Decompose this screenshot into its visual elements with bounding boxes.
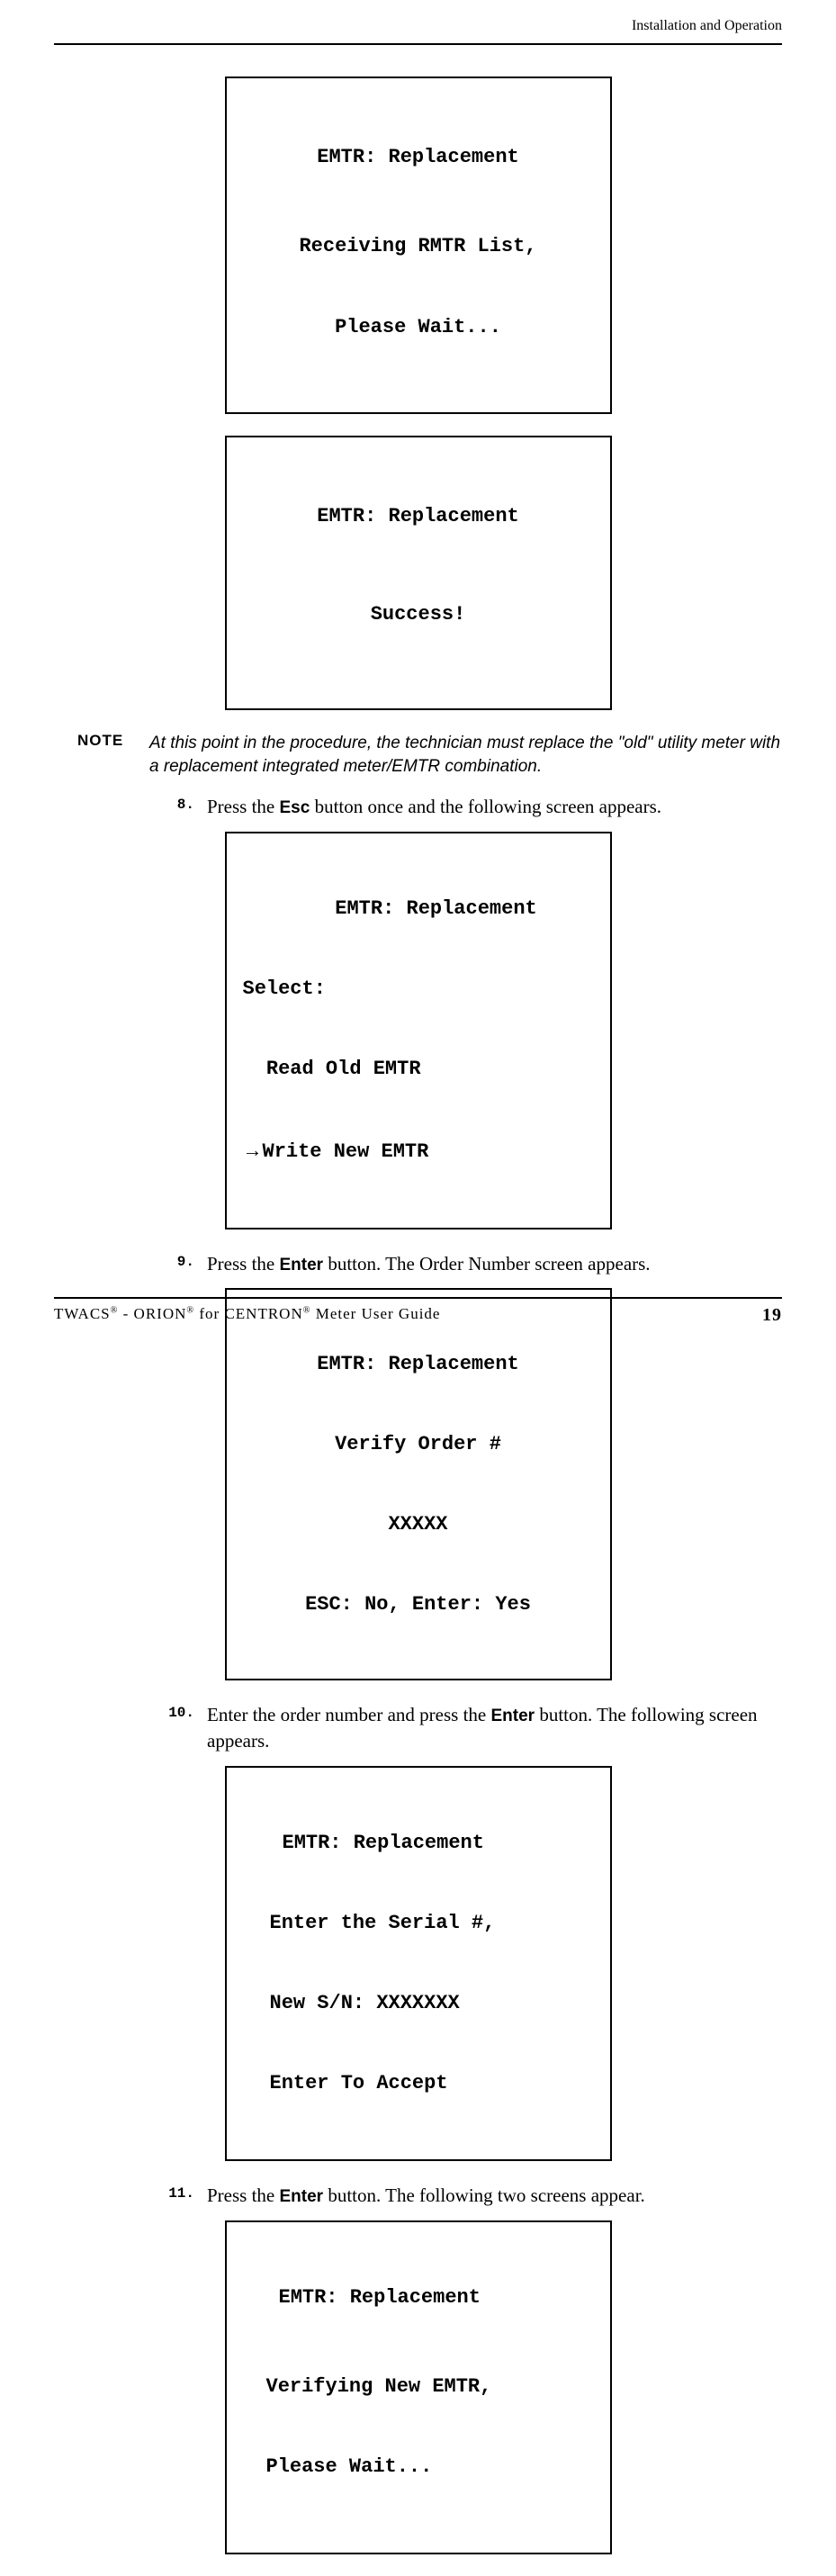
screen-enter-serial: EMTR: Replacement Enter the Serial #, Ne… — [225, 1766, 612, 2162]
step-11: 11. Press the Enter button. The followin… — [54, 2183, 782, 2210]
key-name: Enter — [490, 1707, 535, 1725]
screen-line: Select: — [243, 976, 594, 1003]
step-number: 8. — [151, 794, 207, 821]
screen-title: EMTR: Replacement — [243, 1830, 594, 1857]
page: Installation and Operation EMTR: Replace… — [0, 0, 836, 1351]
screen-line: Please Wait... — [243, 314, 594, 341]
step-number: 10. — [151, 1702, 207, 1755]
content-area: EMTR: Replacement Receiving RMTR List, P… — [54, 77, 782, 2576]
screen-verify-order: EMTR: Replacement Verify Order # XXXXX E… — [225, 1288, 612, 1680]
key-name: Enter — [280, 2187, 324, 2206]
footer-doc-title: TWACS® - ORION® for CENTRON® Meter User … — [54, 1305, 440, 1326]
screen-success: EMTR: Replacement Success! — [225, 436, 612, 711]
screen-title: EMTR: Replacement — [243, 896, 594, 923]
screen-text: Write New EMTR — [263, 1140, 429, 1163]
text-span: Press the — [207, 796, 280, 817]
footer-text: - ORION — [118, 1305, 186, 1322]
step-9: 9. Press the Enter button. The Order Num… — [54, 1251, 782, 1278]
header-section-title: Installation and Operation — [632, 18, 782, 34]
text-span: Press the — [207, 2184, 280, 2206]
note-block: NOTE At this point in the procedure, the… — [54, 732, 782, 778]
screen-line: Enter To Accept — [243, 2070, 594, 2097]
footer-text: Meter User Guide — [310, 1305, 440, 1322]
screen-line: Please Wait... — [243, 2454, 594, 2481]
header-rule — [54, 43, 782, 45]
text-span: button once and the following screen app… — [310, 796, 661, 817]
screen-line: XXXXX — [243, 1511, 594, 1538]
step-text: Press the Enter button. The following tw… — [207, 2183, 782, 2210]
screen-line: Receiving RMTR List, — [243, 233, 594, 260]
key-name: Esc — [280, 798, 310, 817]
text-span: button. The Order Number screen appears. — [323, 1253, 650, 1274]
note-text: At this point in the procedure, the tech… — [149, 732, 782, 778]
screen-line: New S/N: XXXXXXX — [243, 1990, 594, 2017]
footer-text: for CENTRON — [194, 1305, 303, 1322]
reg-mark: ® — [186, 1305, 194, 1315]
page-number: 19 — [762, 1305, 782, 1326]
footer-text: TWACS — [54, 1305, 111, 1322]
step-10: 10. Enter the order number and press the… — [54, 1702, 782, 1755]
step-text: Press the Enter button. The Order Number… — [207, 1251, 782, 1278]
text-span: button. The following two screens appear… — [323, 2184, 645, 2206]
screen-line: Read Old EMTR — [243, 1056, 594, 1083]
screen-line: →Write New EMTR — [243, 1137, 594, 1166]
text-span: Enter the order number and press the — [207, 1704, 490, 1725]
step-text: Press the Esc button once and the follow… — [207, 794, 782, 821]
screen-select-action: EMTR: Replacement Select: Read Old EMTR … — [225, 832, 612, 1229]
screen-title: EMTR: Replacement — [243, 144, 594, 171]
screen-line: Verify Order # — [243, 1431, 594, 1458]
key-name: Enter — [280, 1256, 324, 1274]
screen-receiving-list: EMTR: Replacement Receiving RMTR List, P… — [225, 77, 612, 414]
arrow-icon: → — [243, 1139, 263, 1161]
screen-line: Enter the Serial #, — [243, 1910, 594, 1937]
step-text: Enter the order number and press the Ent… — [207, 1702, 782, 1755]
note-label: NOTE — [77, 732, 149, 778]
step-8: 8. Press the Esc button once and the fol… — [54, 794, 782, 821]
footer-rule — [54, 1297, 782, 1299]
screen-line: ESC: No, Enter: Yes — [243, 1591, 594, 1618]
screen-title: EMTR: Replacement — [243, 503, 594, 530]
text-span: Press the — [207, 1253, 280, 1274]
screen-title: EMTR: Replacement — [243, 2284, 594, 2311]
step-number: 9. — [151, 1251, 207, 1278]
screen-title: EMTR: Replacement — [243, 1351, 594, 1378]
screen-line: Verifying New EMTR, — [243, 2373, 594, 2400]
step-number: 11. — [151, 2183, 207, 2210]
screen-line: Success! — [243, 601, 594, 628]
screen-verifying-new: EMTR: Replacement Verifying New EMTR, Pl… — [225, 2220, 612, 2554]
footer: TWACS® - ORION® for CENTRON® Meter User … — [54, 1305, 782, 1326]
